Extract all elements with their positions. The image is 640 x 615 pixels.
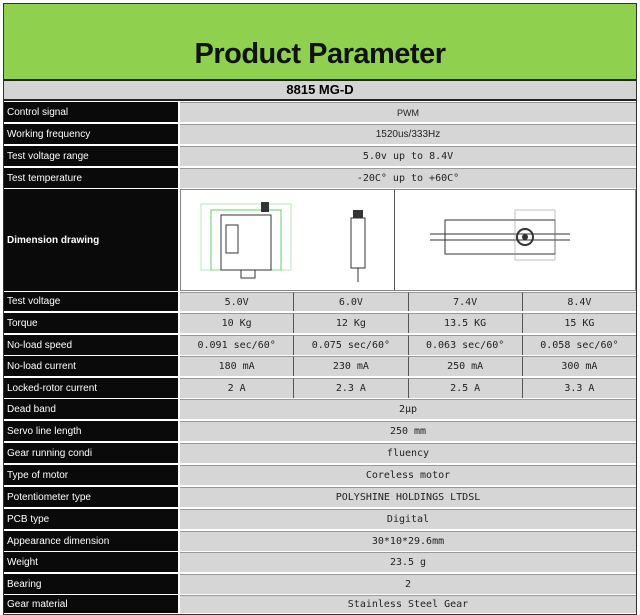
param-row: Potentiometer type POLYSHINE HOLDINGS LTD… [4,487,636,507]
param-row: Gear running condi fluency [4,443,636,463]
param-label: Test voltage range [4,146,178,166]
param-value: -20C° up to +60C° [180,168,636,188]
param-value: 2 [180,574,636,594]
param-row: Weight 23.5 g [4,552,636,572]
param-row: Servo line length 250 mm [4,421,636,441]
param-value: 3.3 A [521,378,636,398]
param-label: Servo line length [4,421,178,441]
param-value: 300 mA [521,356,636,376]
param-value: PWM [180,102,636,122]
param-label: Locked-rotor current [4,378,178,398]
param-value: 1520us/333Hz [180,124,636,144]
param-value: 23.5 g [180,552,636,572]
param-label: PCB type [4,509,178,529]
param-label: Test temperature [4,168,178,188]
param-value: 0.091 sec/60° [180,335,294,355]
param-value: 7.4V [407,292,522,311]
param-value: fluency [180,443,636,463]
param-label: Type of motor [4,465,178,485]
param-value: POLYSHINE HOLDINGS LTDSL [180,487,636,507]
param-value: 5.0V [180,292,294,311]
param-row: Test voltage range 5.0v up to 8.4V [4,146,636,166]
param-row: Appearance dimension 30*10*29.6mm [4,531,636,551]
param-row: Gear material Stainless Steel Gear [4,595,636,613]
param-value: 2μp [180,399,636,419]
param-value: 5.0v up to 8.4V [180,146,636,166]
param-row: Test voltage 5.0V 6.0V 7.4V 8.4V [4,292,636,311]
param-row: Control signal PWM [4,102,636,122]
param-row: Type of motor Coreless motor [4,465,636,485]
param-row: No-load current 180 mA 230 mA 250 mA 300 mA [4,356,636,376]
dimension-drawing [180,189,636,291]
param-label: No-load current [4,356,178,376]
page-title: Product Parameter [194,38,447,70]
param-value: 0.058 sec/60° [521,335,636,355]
param-label: Torque [4,313,178,333]
param-value: 250 mm [180,421,636,441]
param-label: Appearance dimension [4,531,178,551]
param-value: 6.0V [293,292,408,311]
param-row: PCB type Digital [4,509,636,529]
param-value: Stainless Steel Gear [180,595,636,613]
param-label: Gear material [4,595,178,613]
param-row: Test temperature -20C° up to +60C° [4,168,636,188]
param-value: 2.5 A [407,378,522,398]
param-value: 180 mA [180,356,294,376]
param-value: 2 A [180,378,294,398]
param-label: Gear running condi [4,443,178,463]
param-row: Dead band 2μp [4,399,636,419]
param-row: Bearing 2 [4,574,636,594]
header-banner: Product Parameter [4,4,636,81]
param-value: Coreless motor [180,465,636,485]
product-parameter-sheet: Product Parameter 8815 MG-D Control sign… [3,3,637,615]
param-label: Dead band [4,399,178,419]
param-row: Locked-rotor current 2 A 2.3 A 2.5 A 3.3 A [4,378,636,398]
param-value: 0.075 sec/60° [293,335,408,355]
param-value: 15 KG [521,313,636,333]
param-row: No-load speed 0.091 sec/60° 0.075 sec/60° 0… [4,335,636,355]
param-value: 10 Kg [180,313,294,333]
param-row: Dimension drawing [4,189,636,291]
param-value: 8.4V [521,292,636,311]
servo-top-drawing [395,190,635,290]
param-value: 230 mA [293,356,408,376]
param-row: Torque 10 Kg 12 Kg 13.5 KG 15 KG [4,313,636,333]
param-row: Working frequency 1520us/333Hz [4,124,636,144]
param-label: Test voltage [4,292,178,311]
param-value: 30*10*29.6mm [180,531,636,551]
param-label: Weight [4,552,178,572]
param-label: No-load speed [4,335,178,355]
param-value: 0.063 sec/60° [407,335,522,355]
servo-front-side-drawing [181,190,395,290]
param-label: Potentiometer type [4,487,178,507]
param-label: Bearing [4,574,178,594]
param-label: Control signal [4,102,178,122]
param-value: 250 mA [407,356,522,376]
param-value: Digital [180,509,636,529]
param-label: Working frequency [4,124,178,144]
param-label: Dimension drawing [4,189,178,291]
param-value: 12 Kg [293,313,408,333]
model-name: 8815 MG-D [4,81,636,101]
param-value: 13.5 KG [407,313,522,333]
param-value: 2.3 A [293,378,408,398]
